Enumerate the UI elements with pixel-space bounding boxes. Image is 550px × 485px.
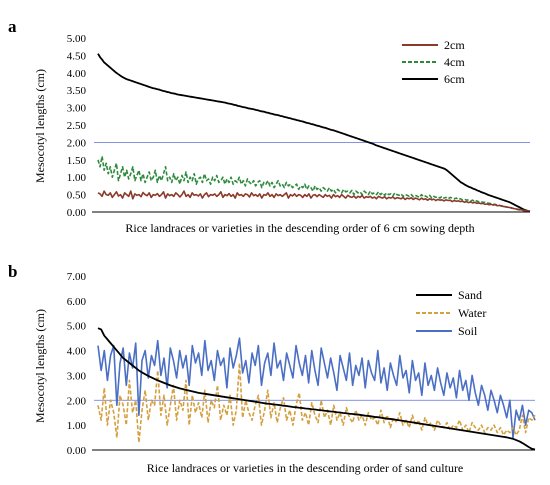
panel-a-y-tick-label: 4.00 xyxy=(67,68,87,80)
panel-b-legend: Sand Water Soil xyxy=(416,288,486,338)
panel-b-y-tick-label: 7.00 xyxy=(67,271,87,283)
panel-a-y-tick-label: 2.50 xyxy=(67,120,87,132)
panel-a-ylabel: Mesocotyl lengths (cm) xyxy=(33,69,47,183)
panel-b-y-tick-label: 6.00 xyxy=(67,296,87,308)
panel-b-y-tick-label: 3.00 xyxy=(67,370,87,382)
panel-a-series-4cm-line xyxy=(97,155,530,213)
panel-b-legend-label-water: Water xyxy=(458,306,486,320)
panel-a-label: a xyxy=(8,17,17,36)
panel-b-series-lines xyxy=(97,327,536,451)
panel-a-series-2cm-line xyxy=(97,190,531,213)
panel-b-y-tick-label: 0.00 xyxy=(67,445,87,457)
panel-a-legend-label-4cm: 4cm xyxy=(444,55,465,69)
panel-a-y-tick-label: 0.00 xyxy=(67,207,87,219)
panel-a-legend-label-2cm: 2cm xyxy=(444,38,465,52)
panel-b-legend-label-sand: Sand xyxy=(458,288,482,302)
panel-b-series-soil-line xyxy=(97,337,536,439)
panel-a-y-tick-label: 3.00 xyxy=(67,103,87,115)
panel-b: b Mesocotyl lengths (cm) 0.00 1.00 2.00 3.0… xyxy=(8,262,536,475)
panel-a-y-tick-label: 1.00 xyxy=(67,172,87,184)
panel-b-ylabel: Mesocotyl lengths (cm) xyxy=(33,309,47,423)
panel-a-series-lines xyxy=(97,53,531,213)
panel-b-series-sand-line xyxy=(97,327,536,451)
panel-a-legend-label-6cm: 6cm xyxy=(444,72,465,86)
panel-b-y-tick-label: 2.00 xyxy=(67,395,87,407)
panel-a-xlabel: Rice landraces or varieties in the desce… xyxy=(125,221,474,235)
panel-a-legend: 2cm 4cm 6cm xyxy=(402,38,465,86)
panel-b-y-tick-label: 1.00 xyxy=(67,420,87,432)
panel-b-legend-label-soil: Soil xyxy=(458,324,478,338)
panel-a-y-tick-label: 0.50 xyxy=(67,190,87,202)
panel-b-series-water-line xyxy=(97,362,536,444)
panel-b-y-tick-label: 4.00 xyxy=(67,346,87,358)
panel-a-y-tick-label: 4.50 xyxy=(67,50,87,62)
panel-a-y-tick-label: 1.50 xyxy=(67,155,87,167)
panel-a-y-tick-label: 2.00 xyxy=(67,137,87,149)
panel-a-y-tick-label: 3.50 xyxy=(67,85,87,97)
panel-a: a Mesocotyl lengths (cm) 0.00 0.50 1.00 1.5… xyxy=(8,17,531,235)
panel-b-label: b xyxy=(8,262,17,281)
panel-a-series-6cm-line xyxy=(97,53,531,213)
panel-b-y-tick-label: 5.00 xyxy=(67,321,87,333)
panel-a-y-ticks: 0.00 0.50 1.00 1.50 2.00 2.50 3.00 3.50 4.00 4.50… xyxy=(67,33,87,219)
panel-b-y-ticks: 0.00 1.00 2.00 3.00 4.00 5.00 6.00 7.00 xyxy=(67,271,87,457)
panel-a-y-tick-label: 5.00 xyxy=(67,33,87,45)
panel-b-xlabel: Rice landraces or varieties in the desce… xyxy=(147,461,464,475)
